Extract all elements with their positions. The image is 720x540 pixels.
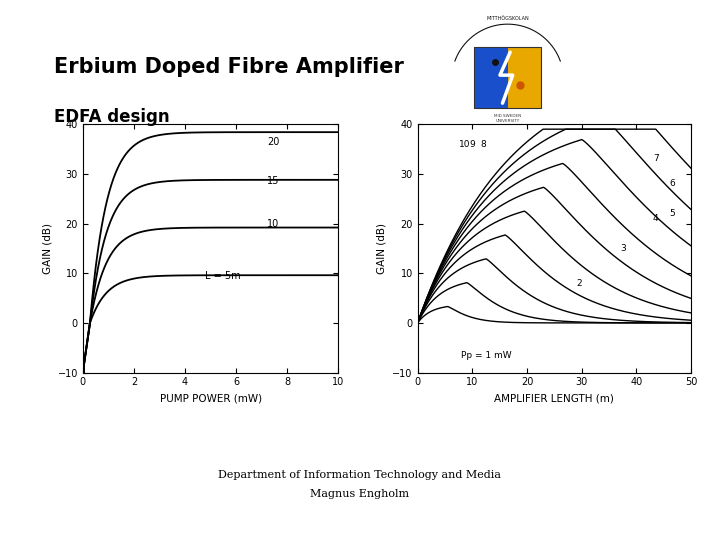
Text: 7: 7 xyxy=(653,154,659,164)
Text: Erbium Doped Fibre Amplifier: Erbium Doped Fibre Amplifier xyxy=(54,57,404,77)
Text: 2: 2 xyxy=(576,279,582,288)
X-axis label: AMPLIFIER LENGTH (m): AMPLIFIER LENGTH (m) xyxy=(495,393,614,403)
Text: 9: 9 xyxy=(469,139,475,148)
Text: L = 5m: L = 5m xyxy=(205,271,241,281)
Text: MID SWEDEN
UNIVERSITY: MID SWEDEN UNIVERSITY xyxy=(494,114,521,123)
Text: 10: 10 xyxy=(267,219,279,228)
Bar xyxy=(508,47,541,109)
Text: MITTHÖGSKOLAN: MITTHÖGSKOLAN xyxy=(486,17,529,22)
Text: Department of Information Technology and Media: Department of Information Technology and… xyxy=(218,470,502,480)
Text: 8: 8 xyxy=(480,139,486,148)
Text: Magnus Engholm: Magnus Engholm xyxy=(310,489,410,499)
X-axis label: PUMP POWER (mW): PUMP POWER (mW) xyxy=(160,393,261,403)
Bar xyxy=(474,47,541,109)
Text: 10: 10 xyxy=(459,139,470,148)
Text: 20: 20 xyxy=(267,137,279,146)
Y-axis label: GAIN (dB): GAIN (dB) xyxy=(42,223,52,274)
Text: 5: 5 xyxy=(670,209,675,218)
Text: 15: 15 xyxy=(267,177,279,186)
Text: 4: 4 xyxy=(653,214,659,223)
Y-axis label: GAIN (dB): GAIN (dB) xyxy=(377,223,387,274)
Text: Pp = 1 mW: Pp = 1 mW xyxy=(462,350,512,360)
Text: 3: 3 xyxy=(620,244,626,253)
Text: EDFA design: EDFA design xyxy=(54,108,170,126)
Bar xyxy=(474,47,508,109)
Text: 6: 6 xyxy=(670,179,675,188)
